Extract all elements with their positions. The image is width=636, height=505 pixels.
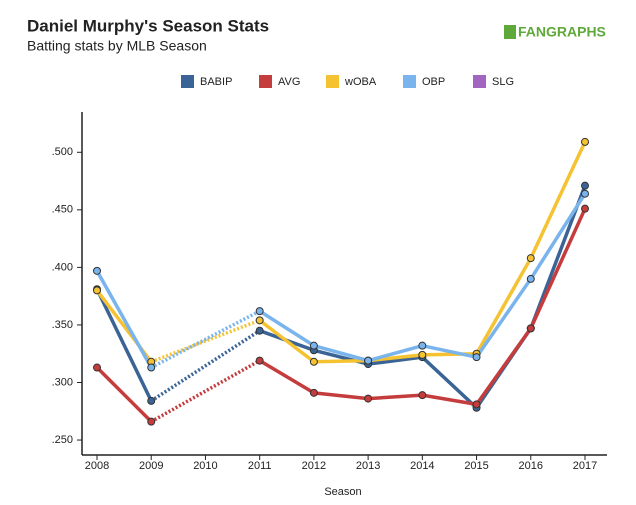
- chart-subtitle: Batting stats by MLB Season: [27, 38, 207, 54]
- legend-label: OBP: [422, 76, 445, 88]
- legend-label: wOBA: [344, 76, 377, 88]
- legend-swatch: [403, 75, 416, 88]
- series-line: [259, 185, 587, 410]
- point: [147, 417, 156, 426]
- point: [255, 307, 264, 316]
- x-tick-label: 2010: [193, 460, 217, 472]
- point: [255, 326, 264, 335]
- x-tick-label: 2013: [356, 460, 380, 472]
- chart-title: Daniel Murphy's Season Stats: [27, 16, 269, 35]
- x-axis-label: Season: [324, 486, 361, 498]
- x-tick-label: 2011: [248, 460, 272, 472]
- point: [309, 388, 318, 397]
- legend-swatch: [181, 75, 194, 88]
- point: [472, 353, 481, 362]
- gap-connector: [150, 309, 261, 370]
- logo: FANGRAPHS: [504, 24, 606, 40]
- series-line: [95, 288, 153, 402]
- point: [472, 400, 481, 409]
- point: [364, 356, 373, 365]
- point: [526, 254, 535, 263]
- y-tick-label: .300: [52, 376, 73, 388]
- point: [309, 341, 318, 350]
- point: [364, 394, 373, 403]
- series-line: [258, 207, 587, 407]
- point: [581, 181, 589, 190]
- series-line: [258, 141, 587, 364]
- legend-swatch: [326, 75, 339, 88]
- point: [526, 274, 535, 283]
- y-tick-label: .350: [52, 319, 73, 331]
- point: [526, 324, 535, 333]
- y-tick-label: .500: [52, 146, 73, 158]
- point: [418, 391, 427, 400]
- x-tick-label: 2014: [410, 460, 434, 472]
- x-tick-label: 2012: [302, 460, 326, 472]
- x-tick-label: 2008: [85, 460, 109, 472]
- point: [93, 266, 101, 275]
- x-tick-label: 2017: [573, 460, 597, 472]
- logo-icon: [504, 25, 516, 39]
- legend-label: AVG: [278, 76, 300, 88]
- gap-connector: [150, 318, 261, 364]
- point: [147, 396, 156, 405]
- logo-text: FANGRAPHS: [518, 24, 606, 40]
- legend-swatch: [259, 75, 272, 88]
- point: [147, 363, 156, 372]
- y-tick-label: .250: [52, 434, 73, 446]
- series-line: [95, 366, 153, 423]
- y-tick-label: .400: [52, 261, 73, 273]
- gap-connector: [150, 359, 261, 424]
- point: [418, 350, 427, 359]
- legend-label: SLG: [492, 76, 514, 88]
- legend-swatch: [473, 75, 486, 88]
- gap-connector: [150, 329, 261, 403]
- point: [93, 286, 101, 295]
- point: [93, 363, 101, 372]
- y-tick-label: .450: [52, 204, 73, 216]
- point: [309, 357, 318, 366]
- point: [255, 316, 264, 325]
- point: [581, 137, 589, 146]
- point: [418, 341, 427, 350]
- x-tick-label: 2016: [519, 460, 543, 472]
- series-line: [95, 269, 153, 369]
- series-line: [258, 192, 587, 363]
- point: [581, 204, 589, 213]
- x-tick-label: 2015: [464, 460, 488, 472]
- point: [255, 356, 264, 365]
- point: [581, 189, 589, 198]
- legend-label: BABIP: [200, 76, 232, 88]
- x-tick-label: 2009: [139, 460, 163, 472]
